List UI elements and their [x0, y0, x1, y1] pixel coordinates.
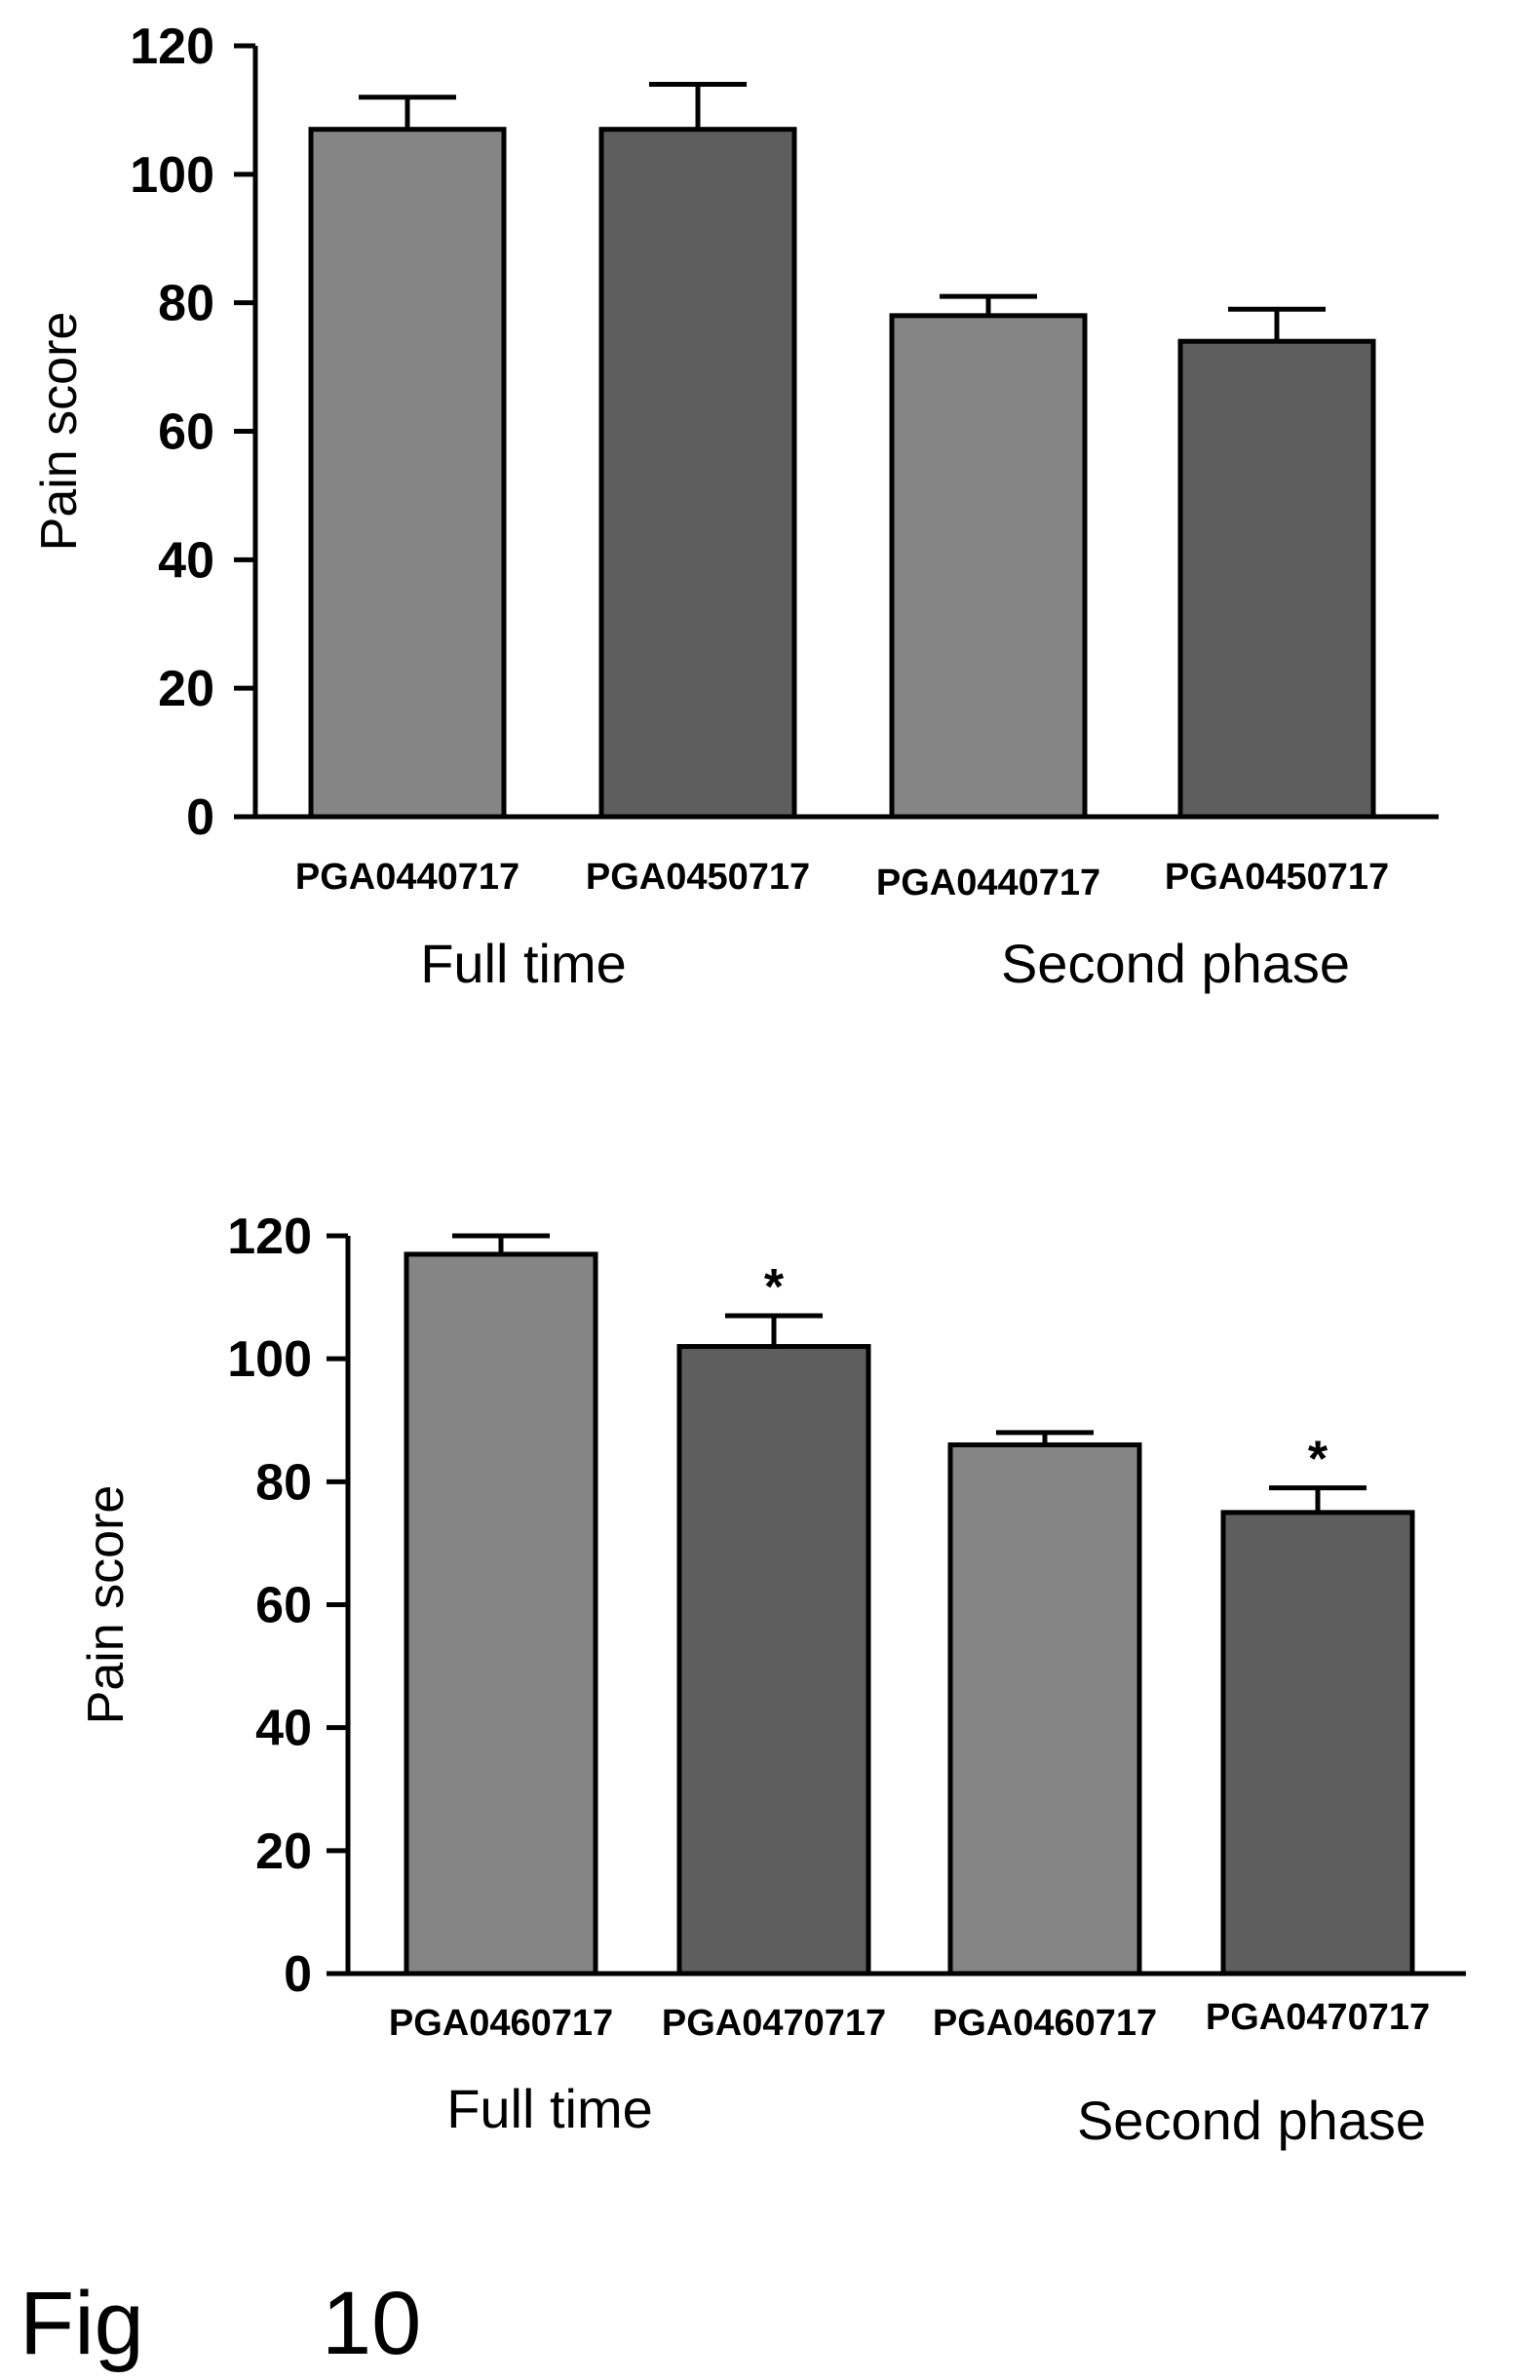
category-label: PGA0450717	[586, 857, 810, 898]
figure-label-number: 10	[322, 2274, 421, 2373]
y-axis-title: Pain score	[78, 1485, 135, 1725]
significance-mark: *	[1308, 1432, 1328, 1488]
category-label: PGA0470717	[662, 2003, 886, 2044]
category-label: PGA0440717	[876, 863, 1100, 903]
bar	[889, 313, 1088, 820]
bar	[1220, 1510, 1415, 1977]
group-label: Second phase	[1077, 2090, 1426, 2151]
y-tick-label: 100	[227, 1331, 312, 1388]
bar	[947, 1441, 1142, 1977]
y-axis-title: Pain score	[31, 312, 88, 552]
y-tick-label: 120	[227, 1209, 312, 1265]
category-label: PGA0450717	[1165, 857, 1389, 898]
bar	[404, 1251, 598, 1977]
y-tick-label: 120	[130, 19, 214, 75]
y-tick-label: 40	[158, 532, 214, 589]
bar	[308, 127, 507, 820]
bar	[1177, 338, 1376, 820]
category-label: PGA0440717	[295, 857, 520, 898]
group-label: Full time	[420, 933, 627, 994]
y-tick-label: 100	[130, 147, 214, 204]
category-label: PGA0470717	[1206, 1997, 1430, 2038]
y-tick-label: 80	[255, 1454, 312, 1511]
y-tick-label: 0	[284, 1946, 312, 2003]
chart-bottom: 0 20 40 60 80 100 120 Pain score PGA0460717 * PGA0…	[78, 1209, 1466, 2151]
category-label: PGA0460717	[389, 2003, 613, 2044]
y-tick-label: 80	[158, 276, 214, 332]
y-tick-label: 20	[255, 1823, 312, 1880]
group-label: Second phase	[1001, 933, 1350, 994]
chart-top: 0 20 40 60 80 100 120 Pain score PGA0440717 PGA04…	[31, 19, 1439, 994]
y-tick-label: 20	[158, 661, 214, 717]
group-label: Full time	[446, 2078, 653, 2139]
category-label: PGA0460717	[933, 2003, 1157, 2044]
y-tick-label: 60	[255, 1578, 312, 1634]
figure-label-prefix: Fig	[19, 2274, 144, 2373]
y-tick-label: 60	[158, 404, 214, 461]
significance-mark: *	[764, 1259, 785, 1316]
y-tick-label: 40	[255, 1701, 312, 1757]
bar	[598, 127, 797, 820]
bar	[676, 1344, 871, 1977]
y-tick-label: 0	[186, 789, 214, 846]
